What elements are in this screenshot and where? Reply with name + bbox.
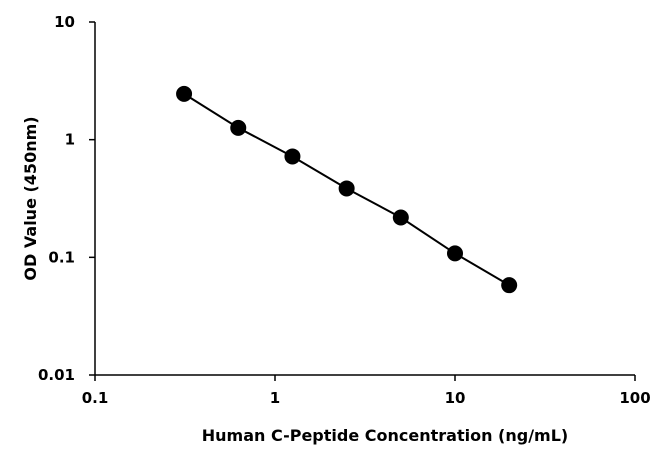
axes <box>94 22 635 376</box>
x-axis-title: Human C-Peptide Concentration (ng/mL) <box>202 426 568 445</box>
data-point <box>392 209 409 226</box>
x-tick-label: 0.1 <box>82 389 109 407</box>
y-tick-label: 10 <box>54 13 75 31</box>
y-tick-label: 0.1 <box>48 248 75 266</box>
y-axis-title: OD Value (450nm) <box>21 116 40 280</box>
x-tick-label: 1 <box>270 389 280 407</box>
data-point <box>284 148 301 165</box>
data-point <box>230 119 247 136</box>
data-point <box>176 85 193 102</box>
y-tick-label: 0.01 <box>38 366 75 384</box>
x-tick-label: 100 <box>619 389 650 407</box>
data-point <box>447 245 463 262</box>
y-tick-label: 1 <box>65 131 75 149</box>
x-tick-label: 10 <box>445 389 466 407</box>
data-series <box>176 85 518 294</box>
data-point <box>338 180 355 197</box>
data-point <box>501 277 518 294</box>
ticks: 0.1 1 10 100 0.01 0.1 1 10 <box>38 13 651 407</box>
